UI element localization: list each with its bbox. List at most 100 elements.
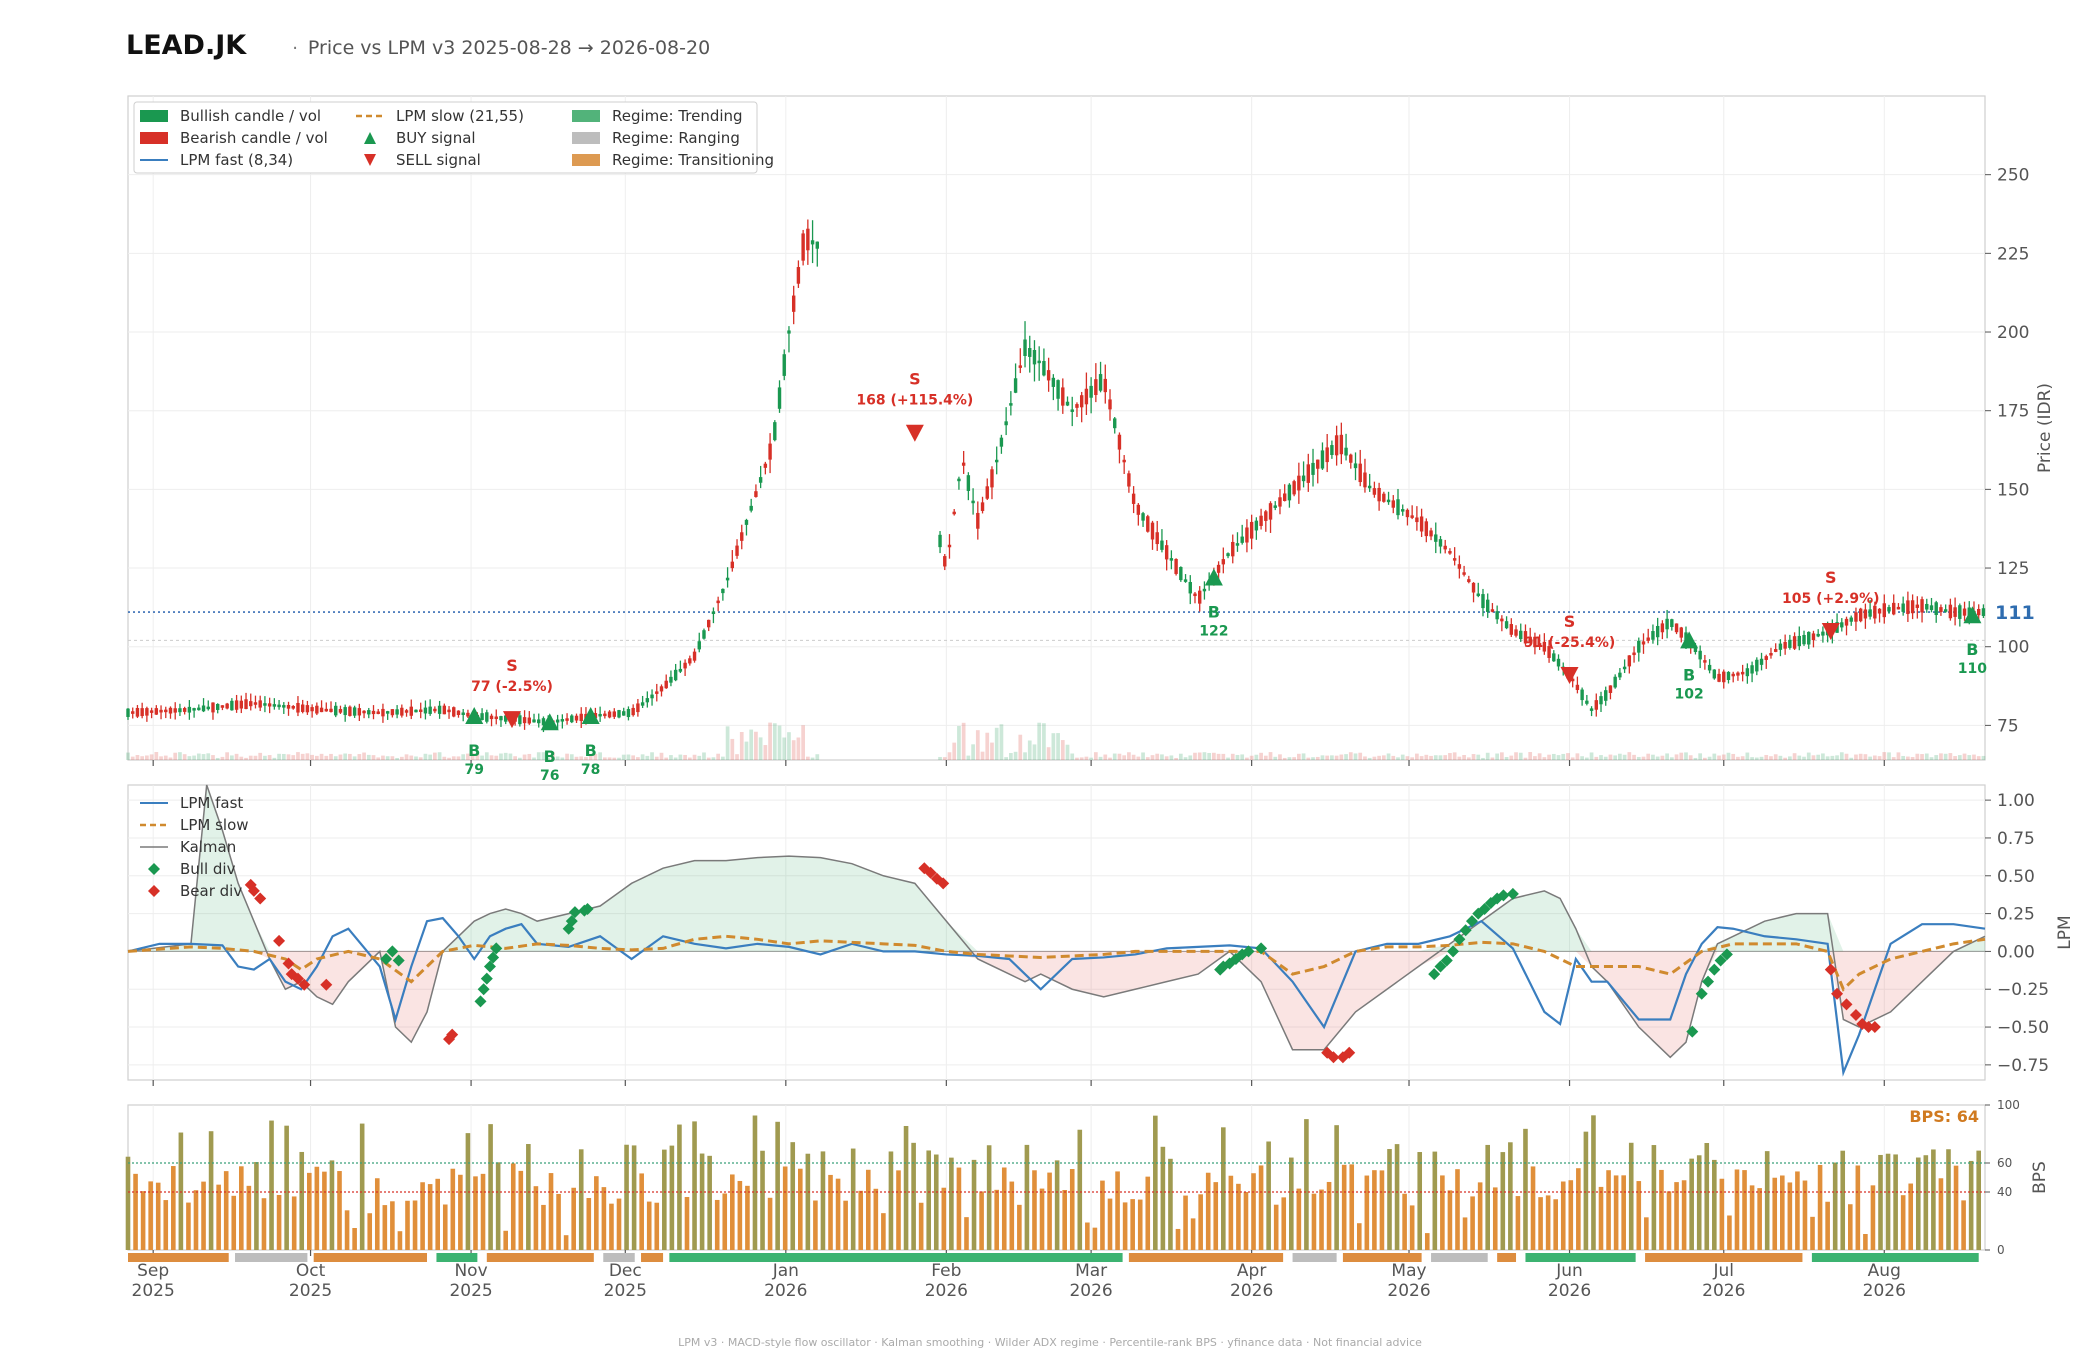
- volume-bar: [1773, 754, 1778, 760]
- candle-body: [126, 708, 130, 717]
- candle-body: [716, 600, 720, 604]
- bps-bar: [1304, 1119, 1309, 1250]
- candle-body: [1136, 504, 1141, 515]
- candle-body: [579, 713, 583, 722]
- volume-bar: [631, 755, 636, 760]
- volume-bar: [1622, 754, 1627, 760]
- bps-bar: [1651, 1145, 1657, 1250]
- candle-body: [230, 700, 234, 711]
- candle-body: [806, 228, 810, 251]
- volume-bar: [1098, 756, 1103, 760]
- volume-bar: [272, 757, 277, 760]
- candle-body: [1070, 409, 1074, 412]
- price-tick-label: 225: [1997, 244, 2029, 264]
- candle-body: [300, 704, 305, 712]
- candle-body: [390, 709, 395, 716]
- candle-body: [1684, 632, 1688, 643]
- bps-bar: [450, 1168, 456, 1250]
- candle-body: [1353, 463, 1358, 469]
- volume-bar: [130, 756, 135, 760]
- candle-body: [371, 710, 376, 715]
- volume-bar: [702, 752, 706, 760]
- candle-body: [131, 711, 135, 714]
- volume-bar: [985, 732, 990, 760]
- candle-body: [555, 719, 560, 723]
- volume-bar: [1679, 752, 1684, 760]
- candle-body: [1434, 534, 1438, 542]
- bps-bar: [1236, 1183, 1241, 1250]
- candle-body: [1169, 558, 1174, 561]
- volume-bar: [966, 755, 971, 760]
- legend-label: SELL signal: [396, 151, 481, 169]
- chart-header: LEAD.JK · Price vs LPM v3 2025-08-28 → 2…: [126, 30, 710, 74]
- ticker-title: LEAD.JK: [126, 30, 247, 61]
- volume-bar: [1839, 752, 1844, 760]
- volume-bar: [1707, 756, 1712, 760]
- volume-bar: [1065, 744, 1070, 760]
- volume-bar: [1877, 756, 1882, 760]
- lpm-tick-label: 1.00: [1997, 791, 2035, 811]
- volume-bar: [1570, 757, 1575, 760]
- bull-divergence-marker: [1720, 948, 1733, 961]
- candle-body: [343, 707, 347, 716]
- candle-body: [1646, 637, 1650, 641]
- candle-body: [976, 512, 980, 529]
- bull-divergence-marker: [565, 915, 578, 928]
- bps-bar: [442, 1204, 448, 1250]
- candle-body: [957, 478, 961, 482]
- candle-body: [1679, 627, 1683, 638]
- x-tick-year: 2025: [132, 1281, 175, 1301]
- volume-bar: [310, 754, 314, 760]
- candle-body: [267, 703, 272, 707]
- bps-bar: [1115, 1171, 1120, 1250]
- bps-bar: [1190, 1218, 1196, 1250]
- footer-note: LPM v3 · MACD-style flow oscillator · Ka…: [678, 1336, 1422, 1349]
- bps-bar: [1168, 1158, 1173, 1250]
- price-tick-label: 100: [1997, 638, 2029, 658]
- volume-bar: [1806, 752, 1811, 760]
- bear-divergence-marker: [937, 877, 950, 890]
- volume-bar: [499, 753, 503, 760]
- volume-bar: [1259, 752, 1263, 760]
- volume-bar: [206, 753, 211, 760]
- bps-bar: [541, 1204, 546, 1250]
- legend-label: Bull div: [180, 860, 236, 878]
- volume-bar: [168, 757, 173, 760]
- candle-body: [168, 707, 173, 714]
- bps-bar: [1032, 1170, 1037, 1250]
- signal-side-label: B: [1208, 602, 1220, 621]
- bps-bar: [1681, 1180, 1687, 1250]
- regime-segment: [436, 1253, 478, 1262]
- candle-body: [1608, 685, 1613, 693]
- volume-bar: [451, 756, 456, 760]
- bps-bar: [1183, 1195, 1188, 1250]
- volume-bar: [1783, 757, 1787, 760]
- candle-body: [1032, 349, 1037, 365]
- bps-bar: [1085, 1222, 1090, 1250]
- volume-bar: [990, 742, 994, 760]
- volume-bar: [159, 756, 163, 760]
- signal-side-label: S: [506, 656, 518, 675]
- candle-body: [603, 713, 607, 717]
- candle-body: [1410, 515, 1414, 518]
- volume-bar: [1419, 756, 1424, 760]
- bull-divergence-marker: [1702, 975, 1715, 988]
- bps-bar: [216, 1184, 221, 1250]
- volume-bar: [475, 753, 480, 760]
- bps-bar: [1878, 1154, 1883, 1250]
- candle-body: [395, 709, 399, 715]
- volume-bar: [1037, 722, 1042, 760]
- candle-body: [1523, 631, 1528, 644]
- bear-divergence-marker: [298, 978, 311, 991]
- candle-body: [1915, 604, 1920, 608]
- candle-body: [1651, 631, 1655, 640]
- candle-body: [1018, 365, 1023, 368]
- candle-body: [622, 711, 626, 716]
- bps-bar: [775, 1121, 780, 1250]
- legend-label: LPM fast: [180, 794, 243, 812]
- bps-bar: [503, 1230, 508, 1250]
- volume-bar: [692, 754, 697, 760]
- volume-bar: [1778, 755, 1783, 760]
- volume-bar: [1164, 756, 1169, 760]
